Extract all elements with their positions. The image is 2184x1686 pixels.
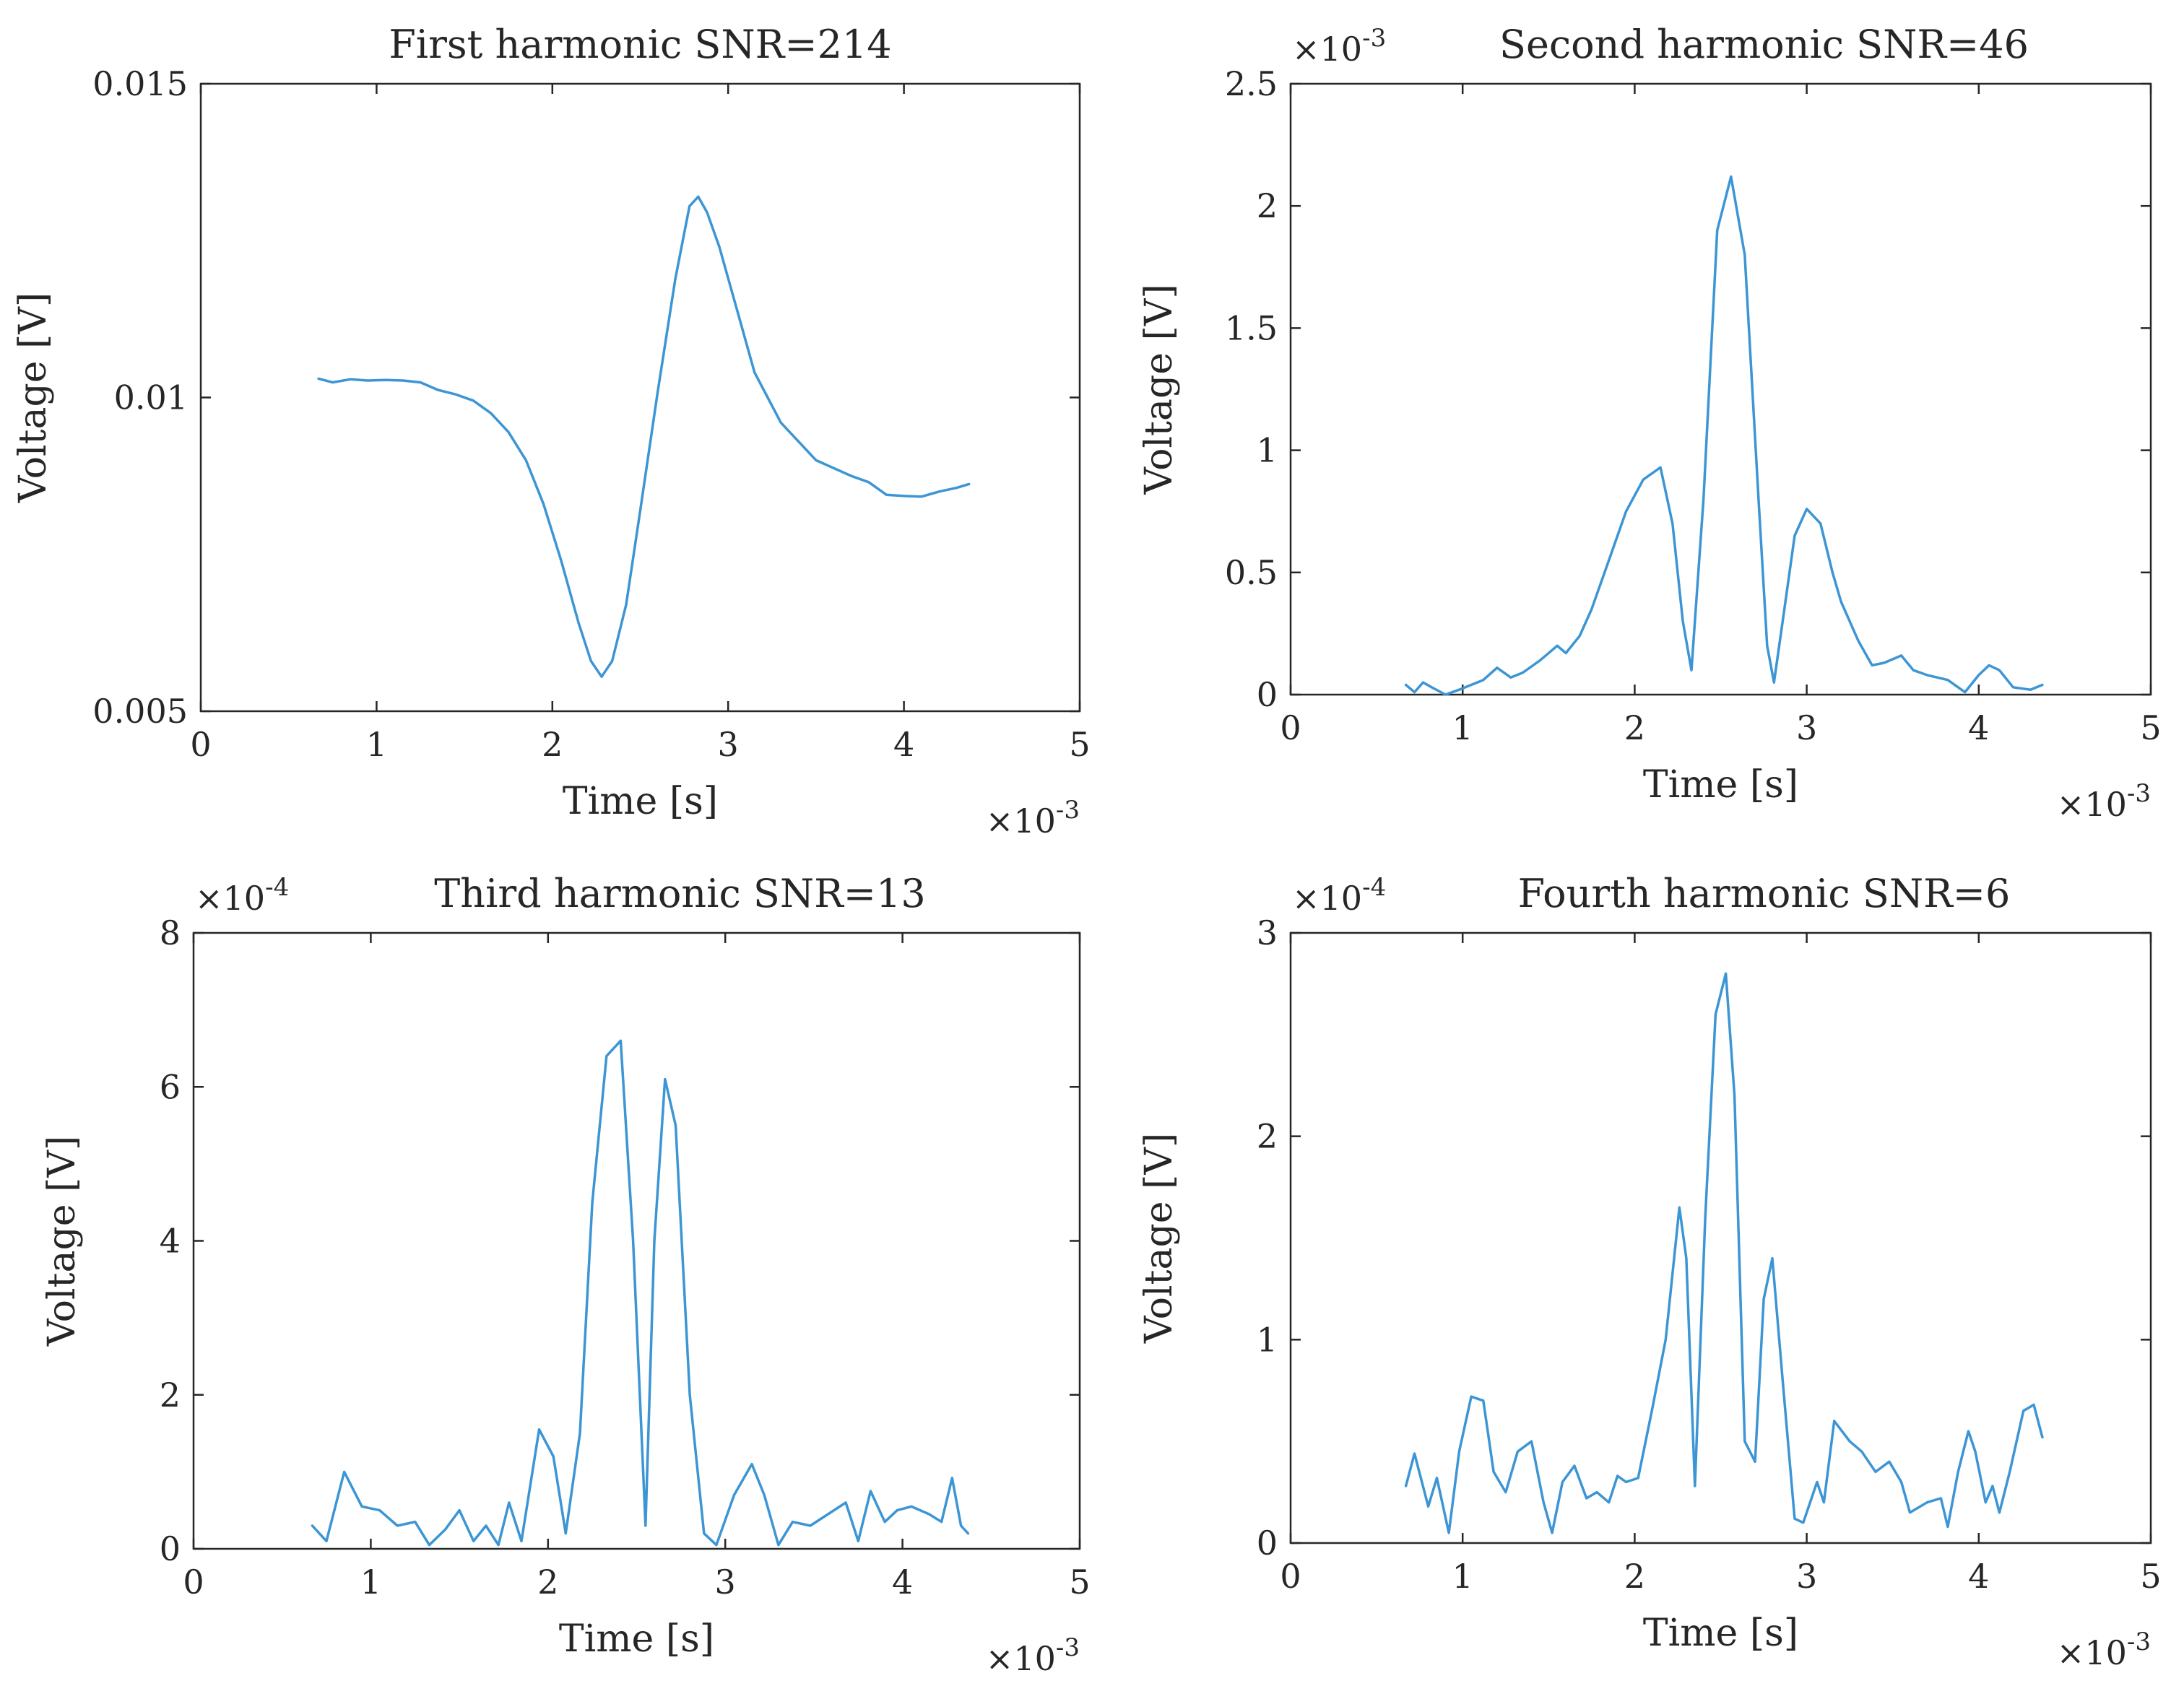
fourth-harmonic-xtick-label: 1	[1452, 1557, 1473, 1596]
first-harmonic-xtick-label: 4	[893, 725, 914, 764]
second-harmonic-y-multiplier: ×10-3	[1292, 24, 1386, 69]
fourth-harmonic-ytick-label: 0	[1257, 1524, 1278, 1563]
first-harmonic-ytick-label: 0.015	[92, 64, 188, 103]
third-harmonic-y-axis-label: Voltage [V]	[40, 1136, 84, 1347]
second-harmonic-ytick-label: 1.5	[1225, 308, 1278, 347]
third-harmonic-xtick-label: 1	[360, 1563, 381, 1602]
second-harmonic-ytick-label: 0.5	[1225, 553, 1278, 592]
second-harmonic-xtick-label: 4	[1968, 708, 1989, 747]
fourth-harmonic-xtick-label: 2	[1624, 1557, 1645, 1596]
first-harmonic-y-axis-label: Voltage [V]	[12, 292, 55, 503]
fourth-harmonic-x-axis-label: Time [s]	[1643, 1612, 1798, 1655]
first-harmonic-panel: 0 1 2 3 4 5 0.005 0.01 0.015 First harmonic SNR=2…	[12, 22, 1091, 840]
second-harmonic-title: Second harmonic SNR=46	[1499, 22, 2029, 67]
first-harmonic-xtick-label: 2	[542, 725, 563, 764]
fourth-harmonic-xtick-label: 5	[2140, 1557, 2161, 1596]
fourth-harmonic-xtick-label: 4	[1968, 1557, 1989, 1596]
second-harmonic-ytick-label: 0	[1257, 675, 1278, 714]
third-harmonic-ytick-label: 4	[160, 1222, 181, 1261]
second-harmonic-plot-frame	[1289, 82, 2152, 696]
first-harmonic-plot-frame	[199, 82, 1081, 713]
second-harmonic-ytick-label: 1	[1257, 431, 1278, 470]
fourth-harmonic-y-axis-label: Voltage [V]	[1138, 1133, 1181, 1344]
fourth-harmonic-title: Fourth harmonic SNR=6	[1518, 871, 2011, 916]
third-harmonic-xtick-label: 0	[183, 1563, 204, 1602]
fourth-harmonic-series-line	[1404, 972, 2044, 1534]
first-harmonic-series-line	[317, 195, 971, 678]
third-harmonic-plot-frame	[192, 931, 1081, 1550]
fourth-harmonic-ytick-label: 1	[1257, 1320, 1278, 1359]
third-harmonic-y-multiplier: ×10-4	[195, 873, 289, 918]
fourth-harmonic-x-multiplier: ×10-3	[2057, 1628, 2151, 1672]
first-harmonic-xtick-label: 0	[190, 725, 211, 764]
second-harmonic-series-line	[1404, 175, 2044, 696]
second-harmonic-panel: 0 1 2 3 4 5 0 0.5 1 1.5 2 2.5 Second harmonic SNR=46…	[1138, 22, 2162, 824]
first-harmonic-x-axis-label: Time [s]	[563, 780, 718, 823]
first-harmonic-ytick-label: 0.01	[114, 378, 188, 417]
third-harmonic-x-axis-label: Time [s]	[559, 1617, 714, 1661]
third-harmonic-title: Third harmonic SNR=13	[434, 871, 925, 916]
third-harmonic-ytick-label: 8	[160, 913, 181, 952]
second-harmonic-xtick-label: 5	[2140, 708, 2161, 747]
second-harmonic-x-axis-label: Time [s]	[1643, 763, 1798, 807]
second-harmonic-xtick-label: 1	[1452, 708, 1473, 747]
second-harmonic-ytick-label: 2	[1257, 186, 1278, 225]
fourth-harmonic-xtick-label: 0	[1280, 1557, 1301, 1596]
second-harmonic-xtick-label: 2	[1624, 708, 1645, 747]
second-harmonic-xtick-label: 0	[1280, 708, 1301, 747]
first-harmonic-title: First harmonic SNR=214	[389, 22, 891, 67]
fourth-harmonic-panel: 0 1 2 3 4 5 0 1 2 3 Fourth harmonic SNR=6 Time [s] V…	[1138, 871, 2162, 1672]
third-harmonic-ytick-label: 6	[160, 1067, 181, 1106]
third-harmonic-xtick-label: 3	[715, 1563, 736, 1602]
fourth-harmonic-plot-frame	[1289, 931, 2152, 1544]
first-harmonic-ytick-label: 0.005	[92, 692, 188, 731]
fourth-harmonic-xtick-label: 3	[1796, 1557, 1817, 1596]
second-harmonic-x-multiplier: ×10-3	[2057, 779, 2151, 824]
first-harmonic-xtick-label: 5	[1069, 725, 1090, 764]
fourth-harmonic-ytick-label: 3	[1257, 913, 1278, 952]
second-harmonic-xtick-label: 3	[1796, 708, 1817, 747]
third-harmonic-series-line	[311, 1039, 970, 1547]
second-harmonic-y-axis-label: Voltage [V]	[1138, 284, 1181, 495]
third-harmonic-x-multiplier: ×10-3	[986, 1633, 1080, 1678]
third-harmonic-xtick-label: 4	[892, 1563, 913, 1602]
first-harmonic-x-multiplier: ×10-3	[986, 796, 1080, 840]
first-harmonic-xtick-label: 1	[366, 725, 387, 764]
third-harmonic-panel: 0 1 2 3 4 5 0 2 4 6 8 Third harmonic SNR=13 Time [s]…	[40, 871, 1091, 1678]
third-harmonic-ytick-label: 0	[160, 1529, 181, 1568]
third-harmonic-xtick-label: 5	[1069, 1563, 1090, 1602]
third-harmonic-xtick-label: 2	[537, 1563, 558, 1602]
fourth-harmonic-y-multiplier: ×10-4	[1292, 873, 1386, 918]
second-harmonic-ytick-label: 2.5	[1225, 64, 1278, 103]
fourth-harmonic-ytick-label: 2	[1257, 1117, 1278, 1156]
first-harmonic-xtick-label: 3	[718, 725, 739, 764]
third-harmonic-ytick-label: 2	[160, 1376, 181, 1415]
